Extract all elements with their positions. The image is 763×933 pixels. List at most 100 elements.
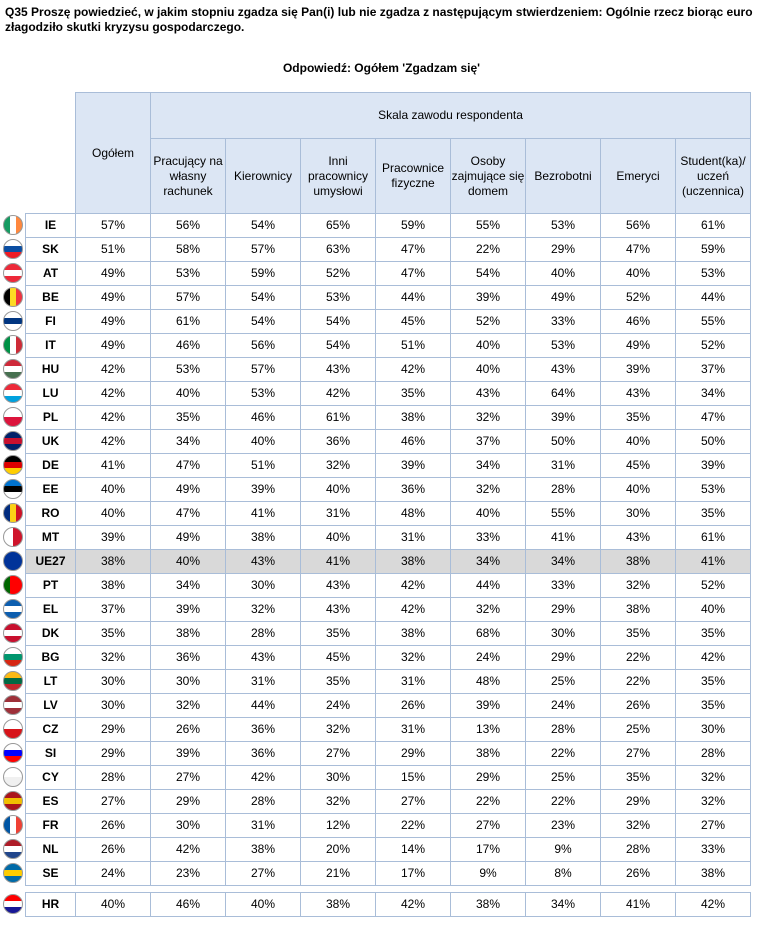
value-cell: 50%	[675, 429, 751, 454]
value-cell: 32%	[450, 405, 526, 430]
value-cell: 38%	[225, 525, 301, 550]
row-code: DK	[25, 621, 76, 646]
value-cell: 9%	[525, 837, 601, 862]
value-cell: 36%	[150, 645, 226, 670]
value-cell: 59%	[675, 237, 751, 262]
value-cell: 40%	[75, 477, 151, 502]
value-cell: 57%	[225, 357, 301, 382]
value-cell: 38%	[150, 621, 226, 646]
value-cell: 39%	[75, 525, 151, 550]
value-cell: 8%	[525, 861, 601, 886]
value-cell: 42%	[375, 357, 451, 382]
value-cell: 53%	[225, 381, 301, 406]
flag-icon	[3, 671, 23, 691]
value-cell: 39%	[150, 741, 226, 766]
value-cell: 43%	[600, 381, 676, 406]
value-cell: 51%	[225, 453, 301, 478]
value-cell: 35%	[600, 405, 676, 430]
value-cell: 34%	[450, 549, 526, 574]
value-cell: 28%	[225, 789, 301, 814]
value-cell: 27%	[300, 741, 376, 766]
value-cell: 41%	[600, 892, 676, 917]
value-cell: 63%	[300, 237, 376, 262]
row-code: SI	[25, 741, 76, 766]
value-cell: 27%	[450, 813, 526, 838]
value-cell: 46%	[225, 405, 301, 430]
flag-icon	[3, 503, 23, 523]
value-cell: 24%	[75, 861, 151, 886]
value-cell: 22%	[600, 669, 676, 694]
value-cell: 31%	[525, 453, 601, 478]
value-cell: 47%	[375, 261, 451, 286]
value-cell: 15%	[375, 765, 451, 790]
value-cell: 47%	[150, 453, 226, 478]
value-cell: 32%	[75, 645, 151, 670]
value-cell: 29%	[75, 717, 151, 742]
value-cell: 33%	[525, 309, 601, 334]
row-code: IT	[25, 333, 76, 358]
flag-icon	[3, 791, 23, 811]
value-cell: 39%	[375, 453, 451, 478]
value-cell: 44%	[675, 285, 751, 310]
flag-icon	[3, 815, 23, 835]
row-code: BE	[25, 285, 76, 310]
header-cell: Kierownicy	[225, 138, 301, 214]
value-cell: 59%	[375, 213, 451, 238]
row-code: LV	[25, 693, 76, 718]
value-cell: 64%	[525, 381, 601, 406]
value-cell: 12%	[300, 813, 376, 838]
value-cell: 38%	[300, 892, 376, 917]
flag-icon	[3, 623, 23, 643]
value-cell: 43%	[300, 357, 376, 382]
value-cell: 27%	[75, 789, 151, 814]
value-cell: 22%	[525, 741, 601, 766]
row-code: FR	[25, 813, 76, 838]
value-cell: 52%	[450, 309, 526, 334]
value-cell: 24%	[300, 693, 376, 718]
flag-icon	[3, 359, 23, 379]
value-cell: 31%	[300, 501, 376, 526]
value-cell: 28%	[525, 717, 601, 742]
value-cell: 30%	[75, 669, 151, 694]
value-cell: 25%	[600, 717, 676, 742]
value-cell: 45%	[300, 645, 376, 670]
value-cell: 41%	[525, 525, 601, 550]
value-cell: 61%	[300, 405, 376, 430]
value-cell: 32%	[675, 789, 751, 814]
value-cell: 17%	[450, 837, 526, 862]
value-cell: 49%	[75, 309, 151, 334]
value-cell: 44%	[225, 693, 301, 718]
value-cell: 34%	[525, 549, 601, 574]
value-cell: 56%	[225, 333, 301, 358]
value-cell: 40%	[450, 501, 526, 526]
value-cell: 36%	[225, 741, 301, 766]
value-cell: 30%	[525, 621, 601, 646]
value-cell: 32%	[375, 645, 451, 670]
value-cell: 38%	[375, 621, 451, 646]
value-cell: 52%	[675, 573, 751, 598]
value-cell: 23%	[525, 813, 601, 838]
value-cell: 48%	[450, 669, 526, 694]
value-cell: 34%	[525, 892, 601, 917]
header-cell: Bezrobotni	[525, 138, 601, 214]
value-cell: 39%	[150, 597, 226, 622]
value-cell: 38%	[600, 597, 676, 622]
value-cell: 25%	[525, 669, 601, 694]
value-cell: 40%	[525, 261, 601, 286]
value-cell: 46%	[150, 892, 226, 917]
value-cell: 56%	[600, 213, 676, 238]
value-cell: 26%	[75, 813, 151, 838]
row-code: FI	[25, 309, 76, 334]
row-code: CY	[25, 765, 76, 790]
value-cell: 49%	[525, 285, 601, 310]
value-cell: 31%	[225, 669, 301, 694]
value-cell: 28%	[75, 765, 151, 790]
value-cell: 52%	[600, 285, 676, 310]
flag-icon	[3, 287, 23, 307]
value-cell: 46%	[600, 309, 676, 334]
value-cell: 36%	[375, 477, 451, 502]
subtitle: Odpowiedź: Ogółem 'Zgadzam się'	[282, 61, 481, 75]
value-cell: 45%	[600, 453, 676, 478]
